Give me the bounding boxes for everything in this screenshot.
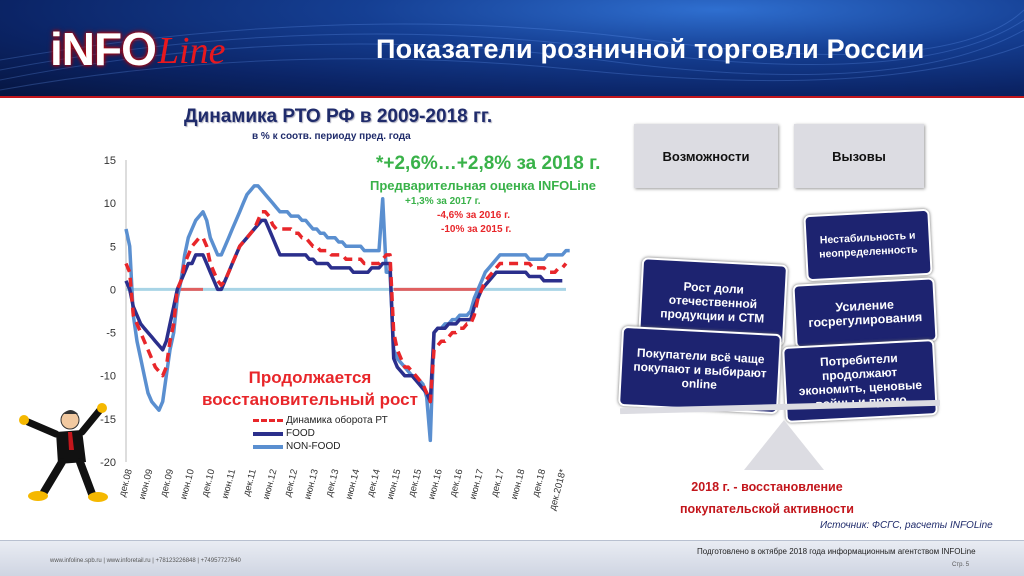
legend-item-nonfood: NON-FOOD xyxy=(253,440,388,453)
header-banner: iNFO Line Показатели розничной торговли … xyxy=(0,0,1024,96)
chart-subtitle: в % к соотв. периоду пред. года xyxy=(252,131,411,142)
page-title: Показатели розничной торговли России xyxy=(376,34,925,64)
x-tick-label: дек.15 xyxy=(406,468,424,498)
legend-label-total: Динамика оборота РТ xyxy=(286,415,388,426)
y-tick-label: -10 xyxy=(100,371,116,383)
scales-fulcrum xyxy=(744,420,824,470)
x-tick-label: июн.12 xyxy=(261,468,280,501)
y-tick-label: -5 xyxy=(106,328,116,340)
footer-prepared: Подготовлено в октябре 2018 года информа… xyxy=(697,547,976,556)
x-tick-label: дек.13 xyxy=(324,468,342,498)
x-tick-label: дек.17 xyxy=(489,468,507,498)
page-number: Стр. 5 xyxy=(952,562,970,568)
infoline-logo: iNFO Line xyxy=(50,22,225,72)
x-tick-label: дек.12 xyxy=(282,468,300,498)
legend-swatch-total xyxy=(253,419,283,422)
conclusion: 2018 г. - восстановление покупательской … xyxy=(680,476,854,520)
x-tick-label: июн.11 xyxy=(220,468,238,500)
annotation-2015: -10% за 2015 г. xyxy=(441,224,512,235)
businessman-figure-icon xyxy=(19,403,108,502)
y-tick-label: -20 xyxy=(100,457,116,469)
x-tick-label: дек.14 xyxy=(365,468,383,498)
y-tick-label: 0 xyxy=(110,284,116,296)
legend-item-total: Динамика оборота РТ xyxy=(253,414,388,427)
conclusion-line2: покупательской активности xyxy=(680,502,854,516)
x-tick-label: дек.11 xyxy=(241,468,259,497)
x-tick-label: июн.17 xyxy=(468,468,487,501)
challenges-header: Вызовы xyxy=(794,124,924,188)
x-tick-label: июн.14 xyxy=(344,468,363,501)
series-line-food xyxy=(124,218,563,404)
legend-label-food: FOOD xyxy=(286,428,315,439)
annotation-2018-estimate: *+2,6%…+2,8% за 2018 г. xyxy=(376,153,601,174)
x-tick-label: июн.09 xyxy=(137,468,156,501)
legend-swatch-nonfood xyxy=(253,444,283,449)
x-tick-label: дек.16 xyxy=(448,468,466,498)
y-tick-label: -15 xyxy=(100,414,116,426)
legend-item-food: FOOD xyxy=(253,427,388,440)
challenge-instability: Нестабильность и неопределенность xyxy=(803,208,933,282)
x-tick-label: июн.16 xyxy=(426,468,445,501)
x-tick-label: дек.09 xyxy=(158,468,176,498)
challenge-regulation: Усиление госрегулирования xyxy=(792,277,938,349)
series-line-total xyxy=(124,210,568,404)
y-tick-label: 15 xyxy=(104,155,116,167)
y-tick-label: 10 xyxy=(104,198,116,210)
annotation-recovery-line1: Продолжается xyxy=(248,368,372,387)
chart-legend: Динамика оборота РТ FOOD NON-FOOD xyxy=(253,414,388,453)
x-tick-label: дек.2018* xyxy=(547,468,569,512)
chart-title: Динамика РТО РФ в 2009-2018 гг. xyxy=(184,106,493,127)
challenge-saving-consumers: Потребители продолжают экономить, ценовы… xyxy=(782,339,938,423)
conclusion-line1: 2018 г. - восстановление xyxy=(691,480,843,494)
legend-swatch-food xyxy=(253,431,283,436)
header-divider xyxy=(0,96,1024,98)
x-tick-label: дек.18 xyxy=(530,468,548,498)
legend-label-nonfood: NON-FOOD xyxy=(286,441,341,452)
logo-main-text: iNFO xyxy=(50,23,157,75)
logo-script-text: Line xyxy=(157,30,226,72)
x-tick-label: дек.10 xyxy=(200,468,218,498)
x-tick-label: июн.15 xyxy=(385,468,404,501)
x-tick-label: июн.13 xyxy=(302,468,321,501)
annotation-2017: +1,3% за 2017 г. xyxy=(405,196,481,207)
header-decoration xyxy=(0,9,1024,91)
x-tick-label: дек.08 xyxy=(117,468,135,498)
series-line-nonfood xyxy=(124,184,570,443)
y-tick-label: 5 xyxy=(110,241,116,253)
source-note: Источник: ФСГС, расчеты INFOLine xyxy=(820,520,993,531)
footer-contacts: www.infoline.spb.ru | www.inforetail.ru … xyxy=(50,558,241,564)
annotation-recovery-line2: восстановительный рост xyxy=(202,390,418,409)
annotation-recovery: Продолжается восстановительный рост xyxy=(202,367,418,411)
annotation-2016: -4,6% за 2016 г. xyxy=(437,210,511,221)
annotation-prelim: Предварительная оценка INFOLine xyxy=(370,178,597,193)
x-tick-label: июн.18 xyxy=(509,468,528,501)
footer: www.infoline.spb.ru | www.inforetail.ru … xyxy=(0,540,1024,576)
opportunities-header: Возможности xyxy=(634,124,778,188)
x-tick-label: июн.10 xyxy=(178,468,197,501)
opportunity-online: Покупатели всё чаще покупают и выбирают … xyxy=(618,325,782,415)
